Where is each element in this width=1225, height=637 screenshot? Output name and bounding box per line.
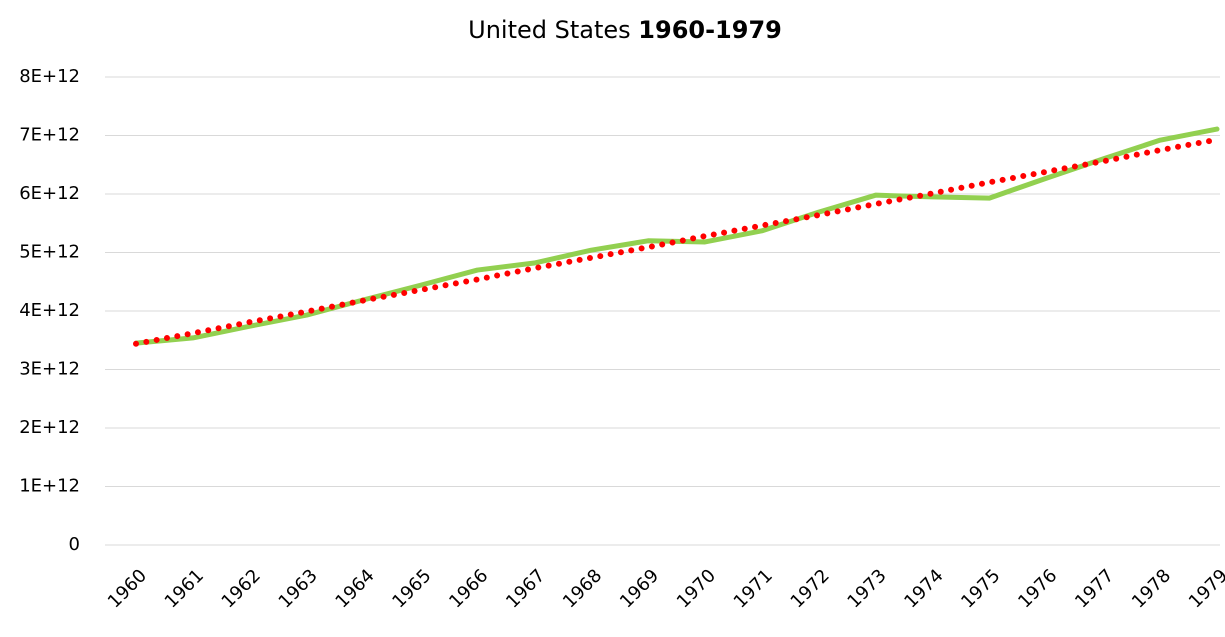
x-tick-label: 1966 xyxy=(445,565,492,612)
chart-title: United States 1960-1979 xyxy=(468,16,782,44)
title-text: United States xyxy=(468,16,631,44)
y-tick-label: 8E+12 xyxy=(19,66,80,87)
y-tick-label: 3E+12 xyxy=(19,359,80,380)
x-tick-label: 1963 xyxy=(275,565,322,612)
x-tick-label: 1961 xyxy=(161,565,208,612)
y-tick-label: 0 xyxy=(69,534,80,555)
x-tick-label: 1967 xyxy=(502,565,549,612)
x-tick-label: 1972 xyxy=(787,565,834,612)
title-emphasis: 1960-1979 xyxy=(638,16,782,44)
x-tick-label: 1969 xyxy=(616,565,663,612)
x-tick-label: 1978 xyxy=(1128,565,1175,612)
x-tick-label: 1976 xyxy=(1014,565,1061,612)
x-tick-label: 1970 xyxy=(673,565,720,612)
x-tick-label: 1962 xyxy=(218,565,265,612)
y-tick-label: 7E+12 xyxy=(19,125,80,146)
x-tick-label: 1964 xyxy=(331,565,378,612)
data-line xyxy=(133,126,1220,346)
x-tick-label: 1977 xyxy=(1071,565,1118,612)
x-tick-label: 1971 xyxy=(730,565,777,612)
y-tick-label: 6E+12 xyxy=(19,183,80,204)
x-tick-label: 1974 xyxy=(900,565,947,612)
y-tick-label: 4E+12 xyxy=(19,300,80,321)
x-tick-label: 1979 xyxy=(1185,565,1225,612)
x-tick-label: 1975 xyxy=(957,565,1004,612)
y-tick-label: 2E+12 xyxy=(19,417,80,438)
x-tick-label: 1968 xyxy=(559,565,606,612)
x-tick-label: 1965 xyxy=(388,565,435,612)
y-tick-label: 5E+12 xyxy=(19,242,80,263)
x-tick-label: 1973 xyxy=(843,565,890,612)
y-tick-label: 1E+12 xyxy=(19,476,80,497)
x-tick-label: 1960 xyxy=(104,565,151,612)
